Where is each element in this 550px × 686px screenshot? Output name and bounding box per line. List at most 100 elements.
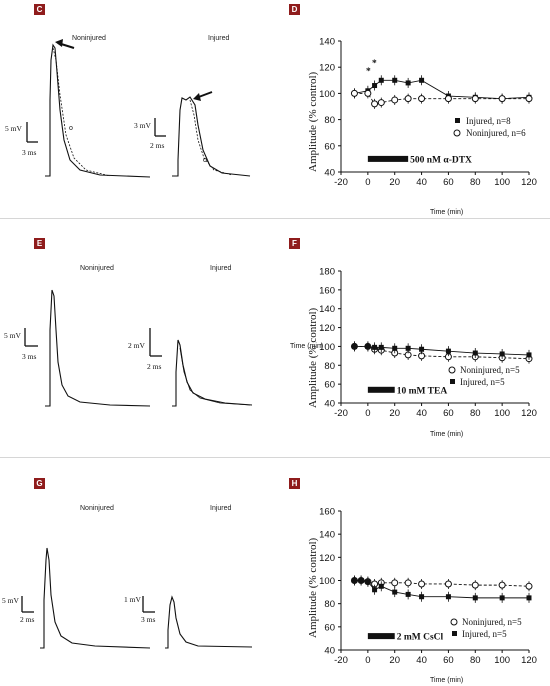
chart-h-legend: Noninjured, n=5 Injured, n=5: [450, 617, 522, 639]
series-line: [354, 345, 530, 360]
data-point: [350, 89, 358, 97]
scale-label-voltage: 3 mV: [134, 121, 151, 130]
x-tick-label: -20: [334, 177, 348, 188]
scale-label-voltage: 5 mV: [5, 124, 22, 133]
chart-h-xlabel: Time (min): [430, 677, 463, 684]
chart-f-xlabel: Time (min): [430, 431, 463, 438]
legend-marker-noninjured: [450, 618, 458, 626]
x-tick-label: 100: [494, 177, 510, 188]
data-point: [405, 591, 411, 597]
x-tick-label: -20: [334, 655, 348, 666]
y-tick-label: 120: [319, 553, 335, 564]
data-point: [419, 77, 425, 83]
data-point: [372, 587, 378, 593]
y-tick-label: 160: [319, 507, 335, 518]
trace-marker: o: [69, 125, 73, 132]
data-point: [418, 580, 426, 588]
x-tick-label: 60: [443, 655, 454, 666]
chart-d-xlabel: Time (min): [430, 209, 463, 216]
row-divider: [0, 218, 550, 219]
data-point: [351, 578, 357, 583]
x-tick-label: 20: [389, 408, 400, 419]
panel-badge-h: H: [289, 478, 300, 489]
chart-f-treatment-label: 10 mM TEA: [397, 386, 448, 396]
x-tick-label: 80: [470, 408, 481, 419]
chart-f-stray-time-label: Time (min): [290, 343, 323, 350]
data-point: [445, 348, 451, 354]
chart-f-ylabel: Amplitude (% control): [307, 307, 319, 408]
data-point: [351, 343, 357, 349]
x-tick-label: -20: [334, 408, 348, 419]
data-point: [405, 345, 411, 351]
trace-noninjured-dashed: [52, 47, 111, 177]
y-tick-label: 60: [324, 622, 335, 633]
data-point: [525, 582, 533, 590]
chart-d-axes: [338, 40, 530, 175]
x-tick-label: 0: [365, 408, 370, 419]
data-point: [377, 99, 385, 107]
data-point: [391, 579, 399, 587]
x-tick-label: 120: [521, 408, 537, 419]
y-tick-label: 100: [319, 89, 335, 100]
data-point: [472, 595, 478, 601]
chart-d-ylabel: Amplitude (% control): [307, 71, 319, 172]
legend-marker-injured: [455, 118, 460, 123]
significance-asterisk: *: [366, 67, 371, 77]
data-point: [392, 77, 398, 83]
data-point: [498, 95, 506, 103]
chart-f-series: [350, 341, 533, 364]
chart-d-legend: Injured, n=8 Noninjured, n=6: [453, 116, 526, 138]
panel-c-traces: Noninjured Injured o 5 mV 3 ms o 3 mV 2 …: [5, 35, 251, 178]
series-line: [354, 92, 529, 105]
y-tick-label: 80: [324, 361, 335, 372]
data-point: [525, 95, 533, 103]
data-point: [372, 83, 378, 89]
trace-injured: [165, 595, 253, 649]
panel-badge-f: F: [289, 238, 300, 249]
chart-f-axes: [338, 270, 530, 406]
x-tick-label: 120: [521, 177, 537, 188]
y-tick-label: 160: [319, 285, 335, 296]
data-point: [378, 344, 384, 350]
data-point: [392, 589, 398, 595]
data-point: [444, 580, 452, 588]
arrow-head-icon: [55, 39, 63, 47]
y-tick-label: 140: [319, 530, 335, 541]
chart-h-axes: [338, 510, 530, 653]
trace-title-injured: Injured: [208, 35, 230, 42]
data-point: [392, 345, 398, 351]
chart-h-treatment-label: 2 mM CsCl: [397, 633, 444, 643]
chart-h-series: [350, 575, 533, 603]
x-tick-label: 40: [416, 408, 427, 419]
data-point: [378, 77, 384, 83]
x-tick-label: 60: [443, 177, 454, 188]
x-tick-label: 80: [470, 177, 481, 188]
significance-asterisk: *: [372, 59, 377, 69]
chart-d-series: [350, 75, 533, 109]
data-point: [404, 579, 412, 587]
scale-label-time: 3 ms: [22, 148, 36, 157]
legend-label-noninjured: Noninjured, n=5: [460, 365, 520, 375]
chart-f-legend: Noninjured, n=5 Injured, n=5: [448, 365, 520, 387]
scale-label-voltage: 5 mV: [4, 331, 21, 340]
trace-injured-dashed: [189, 99, 233, 176]
row-divider: [0, 457, 550, 458]
data-point: [499, 595, 505, 601]
scale-label-time: 3 ms: [141, 615, 155, 624]
chart-h: 40 60 80 100 120 140 160 -20 0 20 40 60 80 100 120 Amp…: [307, 507, 537, 685]
legend-label-injured: Injured, n=5: [460, 377, 505, 387]
data-point: [372, 344, 378, 350]
chart-d-treatment-label: 500 nM α-DTX: [410, 155, 472, 165]
x-tick-label: 20: [389, 655, 400, 666]
trace-marker: o: [203, 157, 207, 164]
arrow-head-icon: [193, 93, 201, 101]
chart-d-treatment-bar: [367, 155, 409, 162]
trace-noninjured: [45, 289, 151, 407]
data-point: [499, 351, 505, 357]
scale-label-voltage: 5 mV: [2, 596, 19, 605]
y-tick-label: 180: [319, 267, 335, 278]
x-tick-label: 60: [443, 408, 454, 419]
scale-label-voltage: 1 mV: [124, 595, 141, 604]
y-tick-label: 60: [324, 380, 335, 391]
